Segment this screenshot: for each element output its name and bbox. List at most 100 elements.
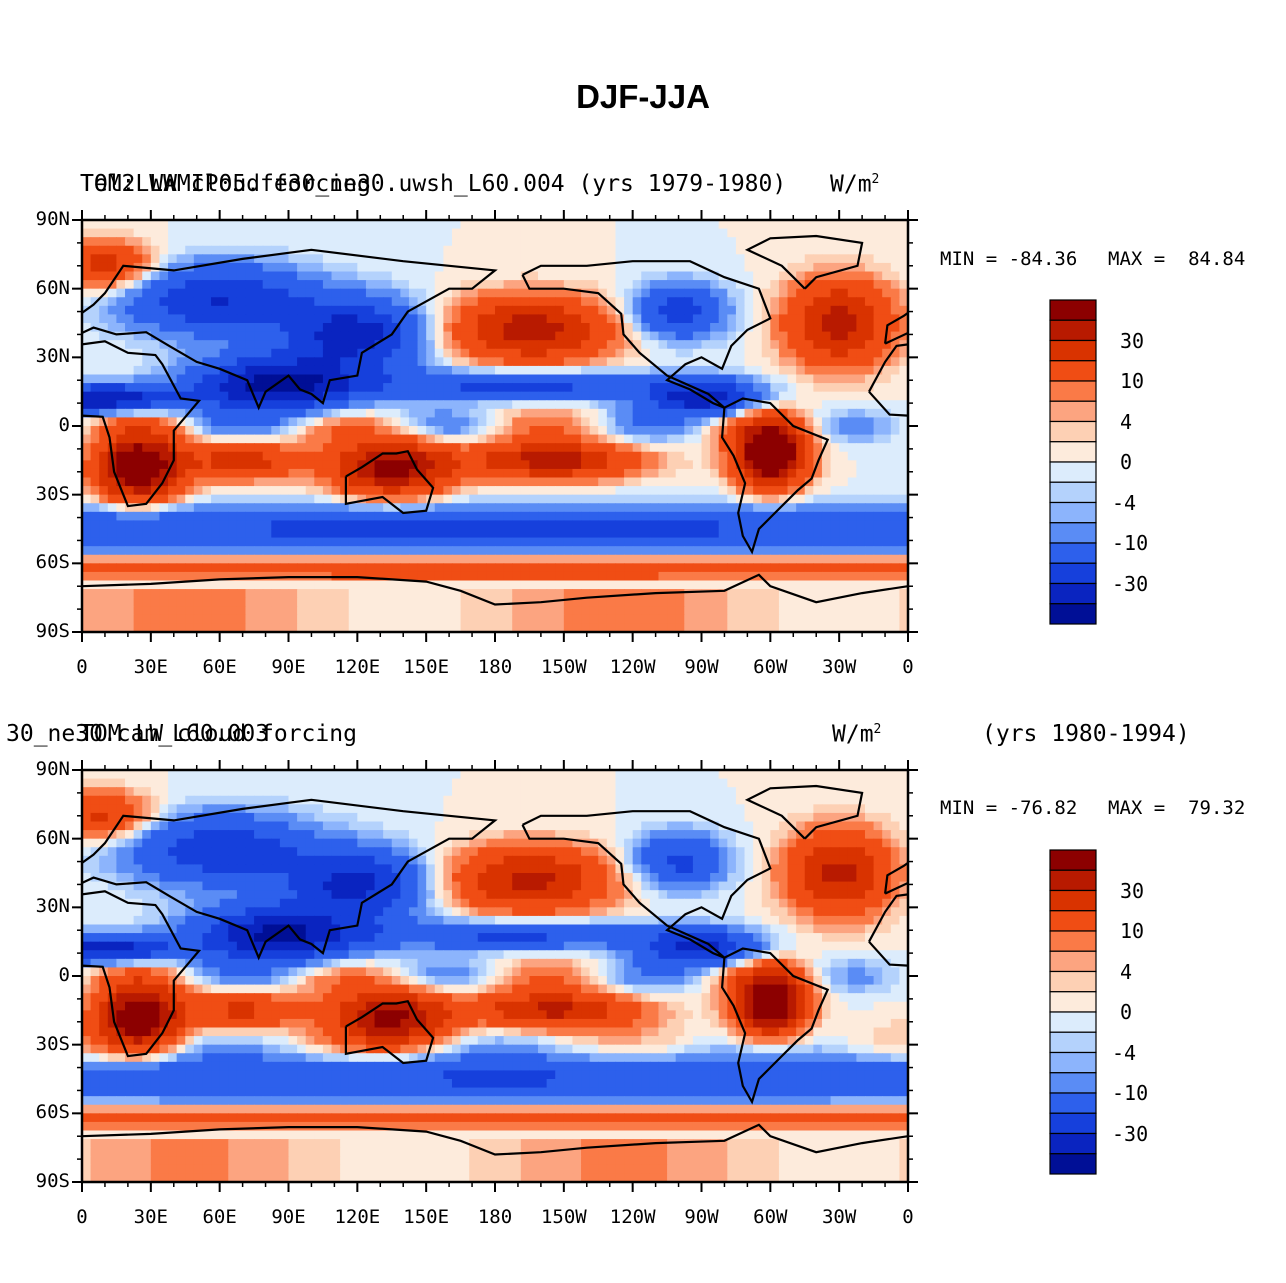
field-cell [374,580,384,590]
field-cell [400,323,410,333]
field-cell [443,563,453,573]
field-cell [365,391,376,401]
field-cell [787,571,797,582]
field-cell [796,220,806,230]
field-cell [710,237,720,247]
field-cell [563,323,574,333]
field-cell [821,589,832,599]
field-cell [434,417,444,427]
field-cell [193,554,204,564]
field-cell [211,606,221,616]
field-cell [305,314,315,324]
field-cell [796,520,806,530]
field-cell [538,400,548,410]
field-cell [727,297,737,307]
field-cell [125,770,135,780]
field-cell [443,305,453,316]
field-cell [495,623,505,632]
field-cell [417,374,427,384]
field-cell [228,271,238,281]
field-cell [322,408,333,419]
field-cell [219,546,229,556]
field-cell [563,220,574,230]
field-cell [830,254,840,264]
field-cell [365,417,376,427]
field-cell [598,468,608,479]
field-cell [529,374,539,384]
field-cell [193,383,204,393]
field-cell [675,297,685,307]
field-cell [202,503,212,513]
field-cell [236,511,247,522]
field-cell [142,563,152,573]
field-cell [279,237,290,247]
field-cell [460,288,470,298]
field-cell [236,426,247,436]
field-cell [150,400,161,410]
field-cell [400,778,410,788]
field-cell [219,460,229,470]
field-cell [701,580,711,590]
field-cell [882,494,892,504]
field-cell [520,357,531,367]
field-cell [632,606,642,616]
field-cell [615,623,625,632]
field-cell [778,383,789,393]
field-cell [202,623,212,632]
field-cell [254,537,264,547]
field-cell [503,460,513,470]
field-cell [460,297,470,307]
field-cell [890,400,900,410]
field-cell [761,770,771,780]
field-cell [520,623,531,632]
field-cell [90,477,100,487]
field-cell [727,348,737,358]
field-cell [692,606,703,616]
field-cell [168,365,178,376]
field-cell [615,245,625,255]
field-cell [529,314,539,324]
field-cell [391,434,401,444]
field-cell [667,365,677,376]
field-cell [538,220,548,230]
field-cell [340,314,350,324]
field-cell [563,331,574,341]
field-cell [383,529,393,539]
field-cell [142,770,152,780]
field-cell [675,374,685,384]
field-cell [469,606,479,616]
field-cell [538,383,548,393]
field-cell [133,314,143,324]
field-cell [348,563,358,573]
field-cell [796,580,806,590]
field-cell [374,357,384,367]
field-cell [99,546,109,556]
field-cell [331,589,341,599]
field-cell [701,305,711,316]
field-cell [211,520,221,530]
field-cell [477,426,487,436]
field-cell [839,511,849,522]
colorbar-swatch [1049,420,1097,443]
field-cell [185,348,195,358]
field-cell [538,365,548,376]
field-cell [804,305,814,316]
field-cell [615,297,625,307]
field-cell [710,511,720,522]
field-cell [796,623,806,632]
field-cell [520,511,531,522]
field-cell [538,477,548,487]
field-cell [735,443,746,453]
field-cell [305,408,315,419]
field-cell [744,589,754,599]
field-cell [322,348,333,358]
field-cell [150,787,161,797]
field-cell [159,486,169,496]
field-cell [400,365,410,376]
field-cell [813,770,823,780]
field-cell [864,254,875,264]
field-cell [598,778,608,788]
field-cell [761,546,771,556]
field-cell [159,323,169,333]
field-cell [340,589,350,599]
